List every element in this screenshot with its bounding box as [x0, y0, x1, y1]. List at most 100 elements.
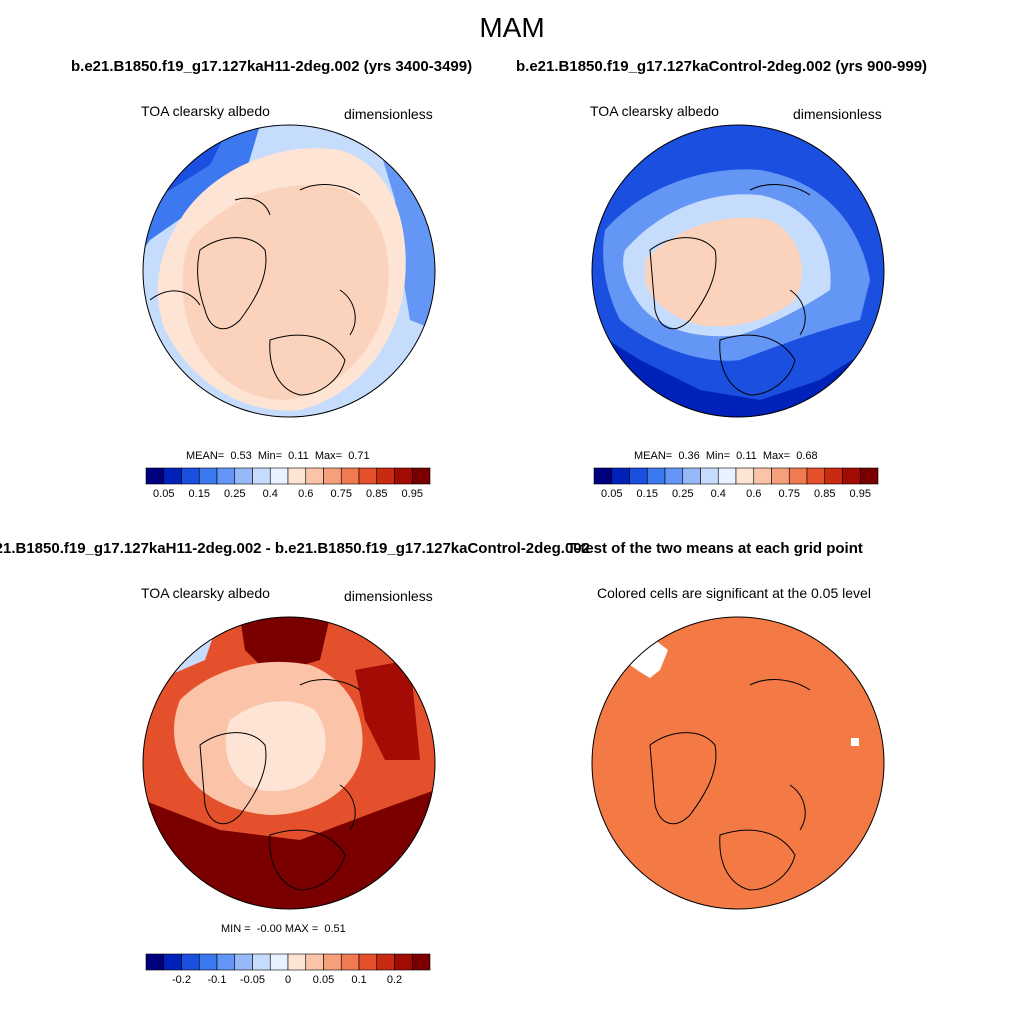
case-map-ice: [182, 185, 389, 400]
control-min-label: Min=: [705, 450, 731, 462]
colorbar-case-tick-label: 0.15: [188, 488, 210, 500]
case-variable-label: TOA clearsky albedo: [141, 103, 270, 119]
control-variable-label: TOA clearsky albedo: [590, 103, 719, 119]
control-map-border: [591, 124, 885, 418]
colorbar-diff-swatch: [234, 953, 253, 971]
colorbar-case-swatch: [216, 467, 236, 485]
case-max-value: 0.71: [348, 450, 370, 462]
colorbar-diff-tick-label: -0.2: [172, 974, 191, 986]
colorbar-diff-tick-label: -0.1: [207, 974, 227, 986]
colorbar-case-swatch: [394, 467, 413, 485]
colorbar-diff-swatch: [269, 953, 289, 971]
colorbar-case: [145, 467, 431, 485]
control-min-value: 0.11: [736, 450, 757, 462]
colorbar-diff-swatch: [323, 953, 342, 971]
colorbar-control-swatch: [700, 467, 719, 485]
diff-min-value: -0.00: [256, 923, 282, 935]
control-stats: MEAN= 0.36 Min= 0.11 Max= 0.68: [634, 450, 818, 462]
colorbar-diff-swatch: [394, 953, 413, 971]
ttest-map: [592, 617, 884, 909]
colorbar-control-tick-label: 0.4: [710, 488, 726, 500]
case-map-coast-siberia: [299, 184, 361, 336]
case-map-coast-canada: [149, 197, 271, 306]
control-map-dark-s: [592, 330, 884, 417]
colorbar-diff-swatch: [163, 953, 182, 971]
diff-max-value: 0.51: [324, 923, 346, 935]
diff-map: [143, 617, 435, 909]
colorbar-control: [593, 467, 879, 485]
diff-stats: MIN = -0.00 MAX = 0.51: [221, 923, 346, 935]
colorbar-control-tick-label: 0.75: [778, 488, 800, 500]
colorbar-case-tick-label: 0.6: [298, 488, 314, 500]
colorbar-control-tick-label: 0.95: [849, 488, 871, 500]
colorbar-case-tick-label: 0.85: [366, 488, 388, 500]
case-map-coast-greenland: [197, 237, 267, 330]
colorbar-case-tick-label: 0.05: [153, 488, 175, 500]
case-units-label: dimensionless: [344, 106, 433, 122]
colorbar-case-swatch: [252, 467, 271, 485]
colorbar-control-swatch: [593, 467, 613, 485]
colorbar-case-tick-label: 0.25: [224, 488, 246, 500]
colorbar-diff-swatch: [376, 953, 395, 971]
colorbar-case-swatch: [234, 467, 253, 485]
colorbar-control-tick-label: 0.85: [814, 488, 836, 500]
diff-map-coast-greenland: [199, 732, 267, 825]
colorbar-case-tick-label: 0.75: [330, 488, 352, 500]
case-map-coast-eurasia: [269, 334, 346, 396]
colorbar-diff-swatch: [305, 953, 324, 971]
colorbar-case-tick-label: 0.95: [401, 488, 423, 500]
control-run-title: b.e21.B1850.f19_g17.127kaControl-2deg.00…: [516, 58, 928, 75]
colorbar-case-swatch: [163, 467, 182, 485]
colorbar-control-tick-label: 0.15: [636, 488, 658, 500]
colorbar-diff-swatch: [358, 953, 378, 971]
colorbar-control-tick-label: 0.6: [746, 488, 762, 500]
colorbar-case-swatch: [145, 467, 165, 485]
case-min-value: 0.11: [288, 450, 309, 462]
ttest-map-nonsig-e: [851, 738, 859, 746]
colorbar-control-swatch: [629, 467, 648, 485]
colorbar-control-swatch: [788, 467, 808, 485]
ttest-note: Colored cells are significant at the 0.0…: [597, 585, 871, 601]
colorbar-case-swatch: [358, 467, 378, 485]
colorbar-control-swatch: [824, 467, 843, 485]
colorbar-control-swatch: [735, 467, 755, 485]
control-map-coast-greenland: [649, 237, 717, 330]
colorbar-case-swatch: [305, 467, 324, 485]
control-map-coast-eurasia: [719, 334, 796, 396]
colorbar-case-tick-label: 0.4: [262, 488, 278, 500]
diff-map-dark-s: [143, 790, 435, 909]
colorbar-case-swatch: [340, 467, 360, 485]
control-max-value: 0.68: [796, 450, 818, 462]
colorbar-diff: [145, 953, 431, 971]
colorbar-diff-swatch: [145, 953, 165, 971]
ttest-map-coast-siberia: [749, 679, 811, 831]
diff-min-label: MIN =: [221, 923, 251, 935]
ttest-map-coast-greenland: [649, 732, 717, 825]
case-map-border: [142, 124, 436, 418]
case-run-title: b.e21.B1850.f19_g17.127kaH11-2deg.002 (y…: [71, 58, 473, 75]
diff-map-coast-siberia: [299, 679, 361, 831]
colorbar-diff-swatch: [340, 953, 360, 971]
colorbar-case-swatch: [287, 467, 307, 485]
control-map: [592, 125, 884, 417]
case-map: [143, 125, 435, 417]
colorbar-control-swatch: [806, 467, 826, 485]
control-mean-label: MEAN=: [634, 450, 673, 462]
colorbar-control-swatch: [717, 467, 737, 485]
colorbar-control-swatch: [646, 467, 666, 485]
control-map-ice: [645, 217, 802, 327]
ttest-map-nonsig-nw: [630, 640, 668, 678]
colorbar-diff-tick-label: 0.2: [386, 974, 403, 986]
diff-map-dark-ne: [240, 617, 330, 675]
diff-variable-label: TOA clearsky albedo: [141, 585, 270, 601]
control-mean-value: 0.36: [678, 450, 700, 462]
colorbar-control-swatch: [664, 467, 684, 485]
figure-title: MAM: [479, 12, 545, 43]
colorbar-case-swatch: [376, 467, 395, 485]
colorbar-diff-tick-label: 0.05: [312, 974, 335, 986]
colorbar-diff-tick-label: -0.05: [239, 974, 266, 986]
colorbar-case-swatch: [323, 467, 342, 485]
colorbar-diff-tick-label: 0: [284, 974, 292, 986]
